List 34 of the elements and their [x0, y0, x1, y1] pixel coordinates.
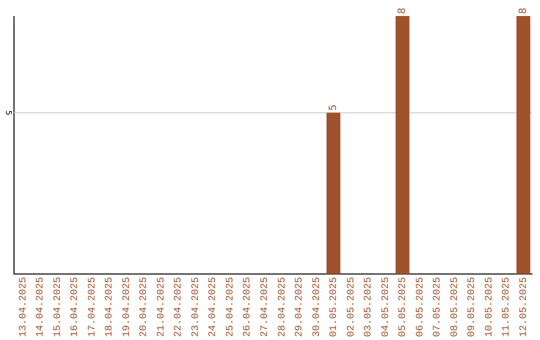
- x-tick-label: 18.04.2025: [104, 276, 116, 338]
- x-tick-label: 24.04.2025: [208, 276, 220, 338]
- x-tick-label: 05.05.2025: [398, 276, 410, 338]
- x-tick-label: 04.05.2025: [380, 276, 392, 338]
- x-tick-label: 29.04.2025: [294, 276, 306, 338]
- x-tick-label: 07.05.2025: [432, 276, 444, 338]
- x-tick-label: 26.04.2025: [242, 276, 254, 338]
- x-tick-label: 01.05.2025: [329, 276, 340, 338]
- x-tick-label: 09.05.2025: [467, 276, 478, 338]
- x-tick-label: 02.05.2025: [346, 276, 358, 338]
- x-tick-label: 30.04.2025: [312, 276, 323, 338]
- x-tick-label: 08.05.2025: [450, 276, 461, 338]
- x-tick-label: 14.04.2025: [36, 276, 47, 338]
- x-tick-label: 15.04.2025: [52, 276, 64, 338]
- x-tick-label: 21.04.2025: [156, 276, 168, 338]
- data-label: 8: [518, 8, 529, 14]
- x-tick-label: 11.05.2025: [502, 276, 513, 338]
- x-tick-label: 23.04.2025: [190, 276, 202, 338]
- x-tick-label: 06.05.2025: [415, 276, 426, 338]
- x-tick-label: 27.04.2025: [260, 276, 272, 338]
- x-tick-label: 16.04.2025: [70, 276, 82, 338]
- x-tick-label: 10.05.2025: [484, 276, 496, 338]
- x-tick-label: 22.04.2025: [174, 276, 185, 338]
- x-tick-label: 20.04.2025: [139, 276, 150, 338]
- x-tick-label: 28.04.2025: [277, 276, 288, 338]
- x-tick-label: 13.04.2025: [18, 276, 30, 338]
- x-tick-label: 12.05.2025: [519, 276, 530, 338]
- ref-line-label: 5: [4, 110, 13, 116]
- data-label: 8: [397, 8, 408, 14]
- x-tick-label: 03.05.2025: [364, 276, 375, 338]
- x-tick-label: 25.04.2025: [225, 276, 236, 338]
- x-tick-label: 19.04.2025: [122, 276, 133, 338]
- x-tick-label: 17.04.2025: [87, 276, 98, 338]
- data-label: 5: [328, 104, 340, 111]
